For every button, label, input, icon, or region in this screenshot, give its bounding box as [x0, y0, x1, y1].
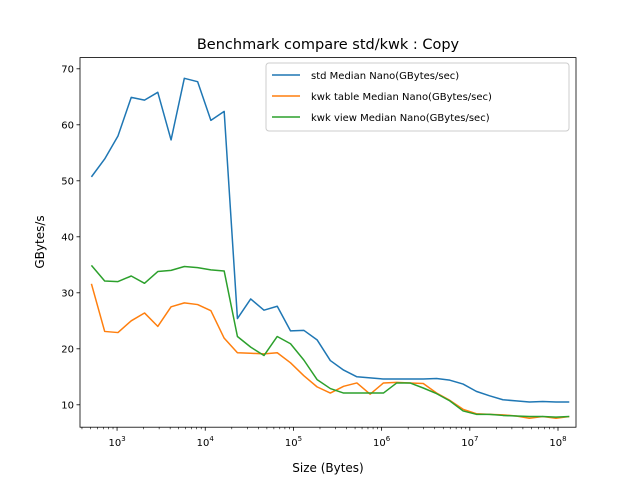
legend: std Median Nano(GBytes/sec) kwk table Med…	[265, 62, 570, 132]
x-axis-label: Size (Bytes)	[292, 461, 363, 475]
x-tick-label: 106	[373, 435, 391, 449]
x-tick-label: 103	[108, 435, 125, 449]
legend-label-3: kwk view Median Nano(GBytes/sec)	[311, 113, 490, 124]
series-line-1	[90, 77, 570, 403]
plot-frame	[79, 57, 577, 428]
x-tick-label: 107	[461, 435, 478, 449]
chart-title: Benchmark compare std/kwk : Copy	[197, 37, 460, 53]
y-tick-label: 40	[61, 232, 74, 243]
legend-box	[265, 62, 570, 132]
series-lines	[90, 77, 570, 419]
legend-label-1: std Median Nano(GBytes/sec)	[311, 71, 459, 82]
y-axis: 10 20 30 40 50 60 70	[61, 64, 80, 411]
x-axis: 103 104 105 106 107 108	[81, 427, 567, 449]
y-tick-label: 60	[61, 120, 74, 131]
y-tick-label: 30	[61, 288, 74, 299]
y-tick-label: 10	[61, 400, 74, 411]
x-tick-label: 108	[549, 435, 566, 449]
y-tick-label: 20	[61, 344, 74, 355]
y-axis-label: GBytes/s	[33, 215, 47, 268]
legend-label-2: kwk table Median Nano(GBytes/sec)	[311, 92, 492, 103]
x-tick-label: 104	[197, 435, 215, 449]
y-tick-label: 50	[61, 176, 74, 187]
series-line-3	[90, 264, 570, 418]
x-tick-label: 105	[285, 435, 302, 449]
y-tick-label: 70	[61, 64, 74, 75]
